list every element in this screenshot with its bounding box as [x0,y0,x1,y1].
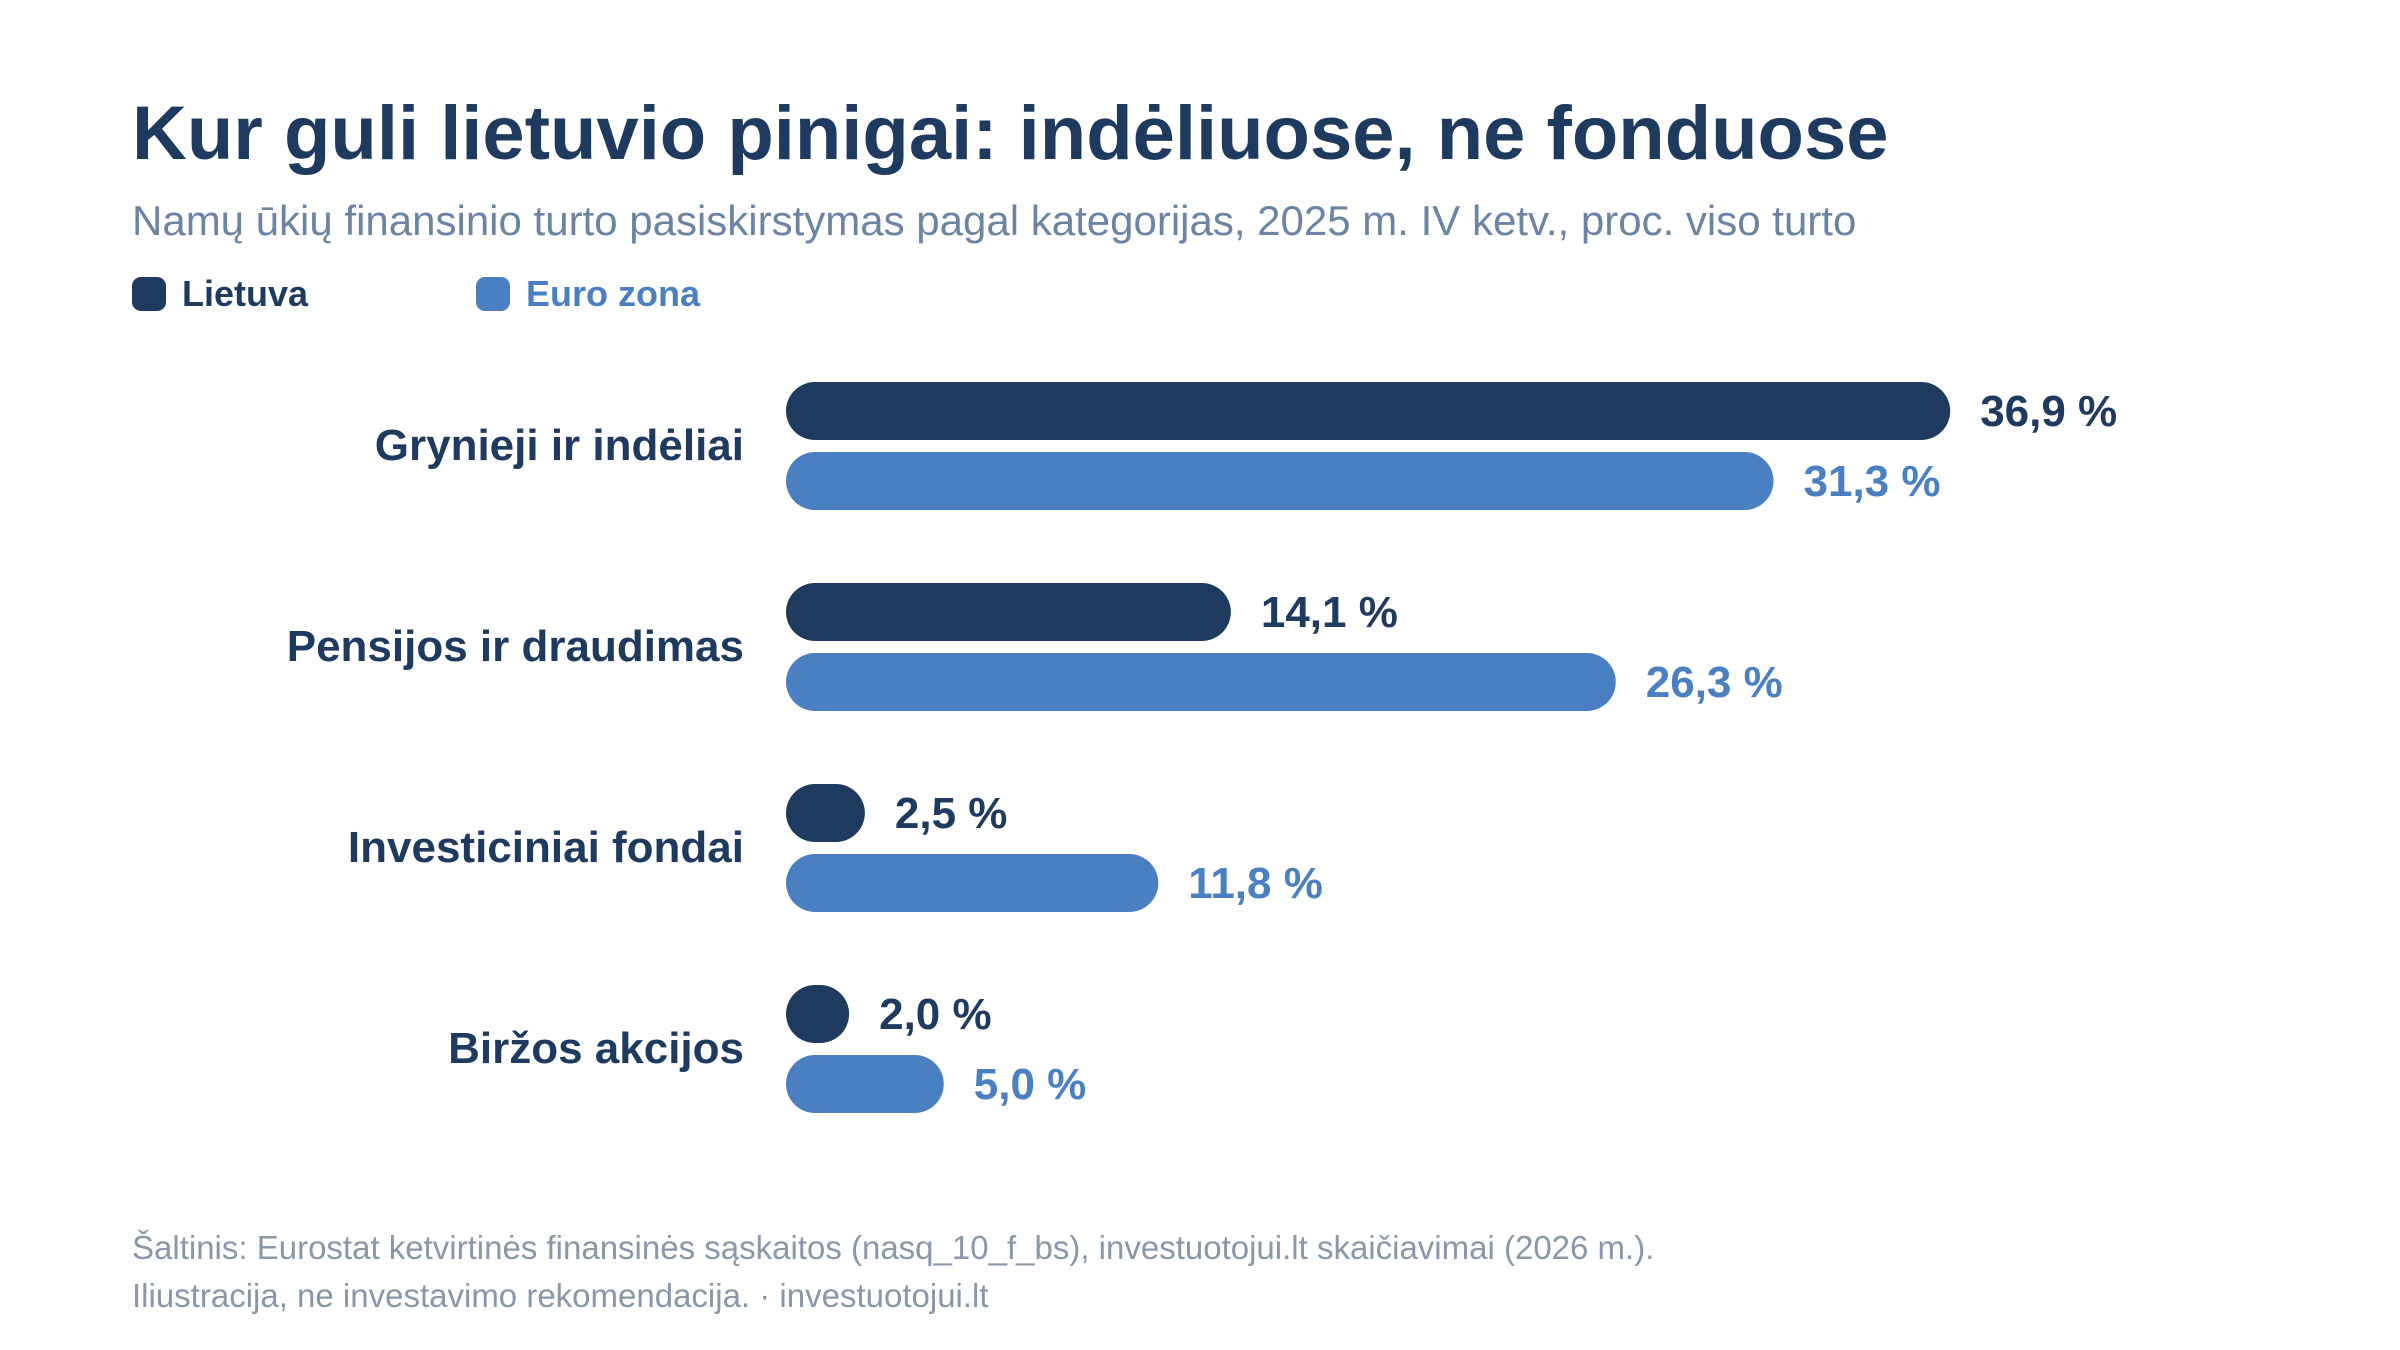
chart-subtitle: Namų ūkių finansinio turto pasiskirstyma… [132,197,1857,244]
bar-lietuva-investiciniai-fondai [786,784,865,842]
category-label-birzos-akcijos: Biržos akcijos [448,1024,744,1073]
value-label-lietuva-investiciniai-fondai: 2,5 % [895,789,1008,838]
bar-euro-zona-pensijos-ir-draudimas [786,653,1616,711]
value-label-euro-zona-pensijos-ir-draudimas: 26,3 % [1646,658,1783,707]
category-label-grynieji-ir-indeliai: Grynieji ir indėliai [375,421,744,470]
value-label-lietuva-birzos-akcijos: 2,0 % [879,990,992,1039]
legend-item-lietuva: Lietuva [132,276,308,312]
bar-lietuva-grynieji-ir-indeliai [786,382,1951,440]
footer: Šaltinis: Eurostat ketvirtinės finansinė… [132,1224,1654,1320]
legend-swatch-euro-zona [476,277,511,311]
category-label-investiciniai-fondai: Investiciniai fondai [348,823,744,872]
value-label-euro-zona-investiciniai-fondai: 11,8 % [1188,859,1323,908]
bar-euro-zona-birzos-akcijos [786,1055,944,1113]
legend-item-euro-zona: Euro zona [476,276,700,312]
bar-euro-zona-investiciniai-fondai [786,854,1159,912]
value-label-euro-zona-grynieji-ir-indeliai: 31,3 % [1804,457,1941,506]
bar-chart: Grynieji ir indėliai 36,9 % 31,3 % Pensijos… [287,382,2117,1113]
bar-lietuva-birzos-akcijos [786,985,850,1043]
legend-swatch-lietuva [132,277,166,311]
disclaimer-note: Iliustracija, ne investavimo rekomendaci… [132,1277,989,1314]
legend: Lietuva Euro zona [132,276,868,312]
value-label-lietuva-pensijos-ir-draudimas: 14,1 % [1261,588,1398,637]
value-label-euro-zona-birzos-akcijos: 5,0 % [974,1060,1087,1109]
legend-label-lietuva: Lietuva [182,273,309,314]
chart-title: Kur guli lietuvio pinigai: indėliuose, n… [132,91,1889,176]
category-label-pensijos-ir-draudimas: Pensijos ir draudimas [287,622,744,671]
legend-label-euro-zona: Euro zona [526,273,701,314]
source-note: Šaltinis: Eurostat ketvirtinės finansinė… [132,1229,1655,1266]
bar-lietuva-pensijos-ir-draudimas [786,583,1231,641]
bar-euro-zona-grynieji-ir-indeliai [786,452,1774,510]
value-label-lietuva-grynieji-ir-indeliai: 36,9 % [1980,387,2117,436]
